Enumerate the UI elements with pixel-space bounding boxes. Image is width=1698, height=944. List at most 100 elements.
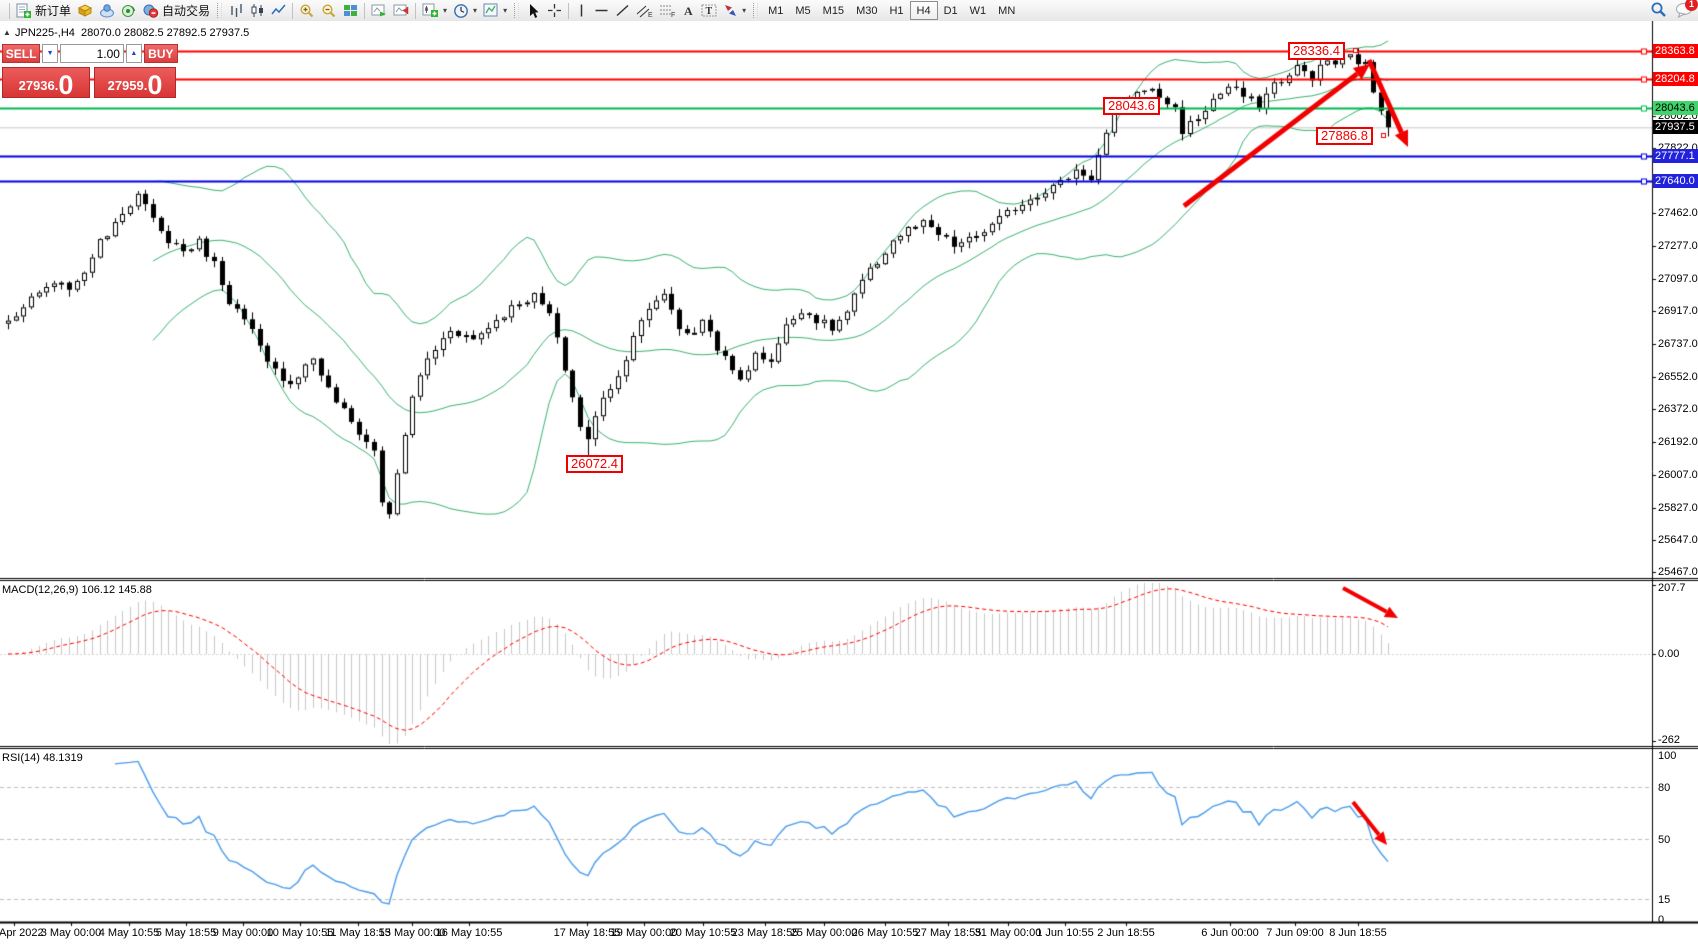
periods-dropdown[interactable]: ▾ xyxy=(450,1,480,20)
svg-text:E: E xyxy=(648,12,653,18)
gold-box-icon xyxy=(77,3,93,18)
timeframe-button-m15[interactable]: M15 xyxy=(822,4,845,17)
chartshift-icon xyxy=(393,3,409,18)
volume-decrease-button[interactable]: ▼ xyxy=(42,44,58,63)
zoom-out-button[interactable] xyxy=(318,1,340,20)
price-chart-canvas[interactable] xyxy=(0,21,1698,944)
buy-price: 27959. xyxy=(107,78,148,93)
time-axis-label: 13 May 00:00 xyxy=(378,927,446,939)
price-axis-tick: 26372.0 xyxy=(1658,403,1698,416)
chevron-down-icon: ▾ xyxy=(742,6,747,15)
new-order-button[interactable]: 新订单 xyxy=(13,1,74,20)
price-level-badge: 28363.8 xyxy=(1653,43,1698,58)
time-axis-label: 8 Jun 18:55 xyxy=(1329,927,1387,939)
price-axis-tick: 26737.0 xyxy=(1658,337,1698,350)
timeframe-button-h4[interactable]: H4 xyxy=(909,1,938,20)
chart-shift-button[interactable] xyxy=(390,1,412,20)
arrows-button[interactable]: ▾ xyxy=(720,1,749,20)
time-axis-label: 5 May 18:55 xyxy=(155,927,217,939)
autotrading-button[interactable]: 自动交易 xyxy=(140,1,213,20)
zoom-in-button[interactable] xyxy=(296,1,318,20)
equidistant-channel-button[interactable]: E xyxy=(633,1,656,20)
timeframe-button-w1[interactable]: W1 xyxy=(969,4,987,17)
text-label-button[interactable]: T xyxy=(698,1,720,20)
gold-ingot-button[interactable] xyxy=(74,1,96,20)
svg-text:A: A xyxy=(684,4,693,18)
time-axis-label: 26 May 10:55 xyxy=(851,927,919,939)
tile-icon xyxy=(343,3,358,18)
cursor-button[interactable] xyxy=(523,1,544,20)
toolbar-grip xyxy=(514,3,520,18)
rsi-axis-tick: 80 xyxy=(1658,782,1671,794)
sell-price-button[interactable]: 27936. 0 xyxy=(2,67,90,99)
price-axis-tick: 27277.0 xyxy=(1658,240,1698,253)
toolbar-grip xyxy=(217,3,223,18)
community-button[interactable] xyxy=(96,1,118,20)
line-chart-button[interactable] xyxy=(268,1,289,20)
toolbar-separator xyxy=(364,2,366,19)
sell-price: 27936. xyxy=(18,78,59,93)
volume-increase-button[interactable]: ▲ xyxy=(125,44,142,63)
price-axis-tick: 27097.0 xyxy=(1658,272,1698,285)
one-click-panel-toggle-icon[interactable]: ▲ xyxy=(3,28,11,37)
chevron-down-icon: ▾ xyxy=(443,6,448,15)
timeframe-button-m5[interactable]: M5 xyxy=(795,4,811,17)
timeframe-button-mn[interactable]: MN xyxy=(998,4,1016,17)
toolbar-separator xyxy=(568,2,570,19)
chart-title: JPN225-,H4 28070.0 28082.5 27892.5 27937… xyxy=(15,27,250,39)
sell-button[interactable]: SELL xyxy=(2,44,41,63)
buy-price-button[interactable]: 27959. 0 xyxy=(94,67,176,99)
fibonacci-button[interactable]: F xyxy=(656,1,679,20)
candlestick-chart-button[interactable] xyxy=(247,1,268,20)
toolbar-items: 新订单 自动交易 ▾ ▾ ▾ E F A T ▾ M1 M5 M15 M30 H1 H4 D1 W1 MN xyxy=(0,1,1021,20)
toolbar-button-label: 自动交易 xyxy=(162,4,211,18)
time-axis-label: 31 May 00:00 xyxy=(974,927,1042,939)
time-axis-label: 27 May 18:55 xyxy=(914,927,982,939)
price-callout[interactable]: 27886.8 xyxy=(1316,127,1373,145)
chart-window: ▲ JPN225-,H4 28070.0 28082.5 27892.5 279… xyxy=(0,21,1698,944)
signals-button[interactable] xyxy=(118,1,140,20)
rsi-value: 48.1319 xyxy=(42,752,83,764)
price-callout[interactable]: 28336.4 xyxy=(1288,42,1345,60)
macd-label: MACD(12,26,9) 106.12 145.88 xyxy=(2,584,152,596)
time-axis-label: 7 Jun 09:00 xyxy=(1266,927,1324,939)
buy-button[interactable]: BUY xyxy=(143,44,179,63)
rsi-label: RSI(14) 48.1319 xyxy=(2,752,83,764)
timeframe-button-m1[interactable]: M1 xyxy=(768,4,784,17)
templates-dropdown[interactable]: ▾ xyxy=(480,1,510,20)
horizontal-line-button[interactable] xyxy=(591,1,612,20)
chart-ohlc-values: 28070.0 28082.5 27892.5 27937.5 xyxy=(81,27,250,39)
price-level-badge: 27640.0 xyxy=(1653,173,1698,188)
hline-icon xyxy=(594,4,609,17)
notifications-button[interactable]: 1 xyxy=(1675,0,1698,23)
main-toolbar: 新订单 自动交易 ▾ ▾ ▾ E F A T ▾ M1 M5 M15 M30 H1 H4 D1 W1 MN 1 xyxy=(0,0,1698,22)
timeframe-button-d1[interactable]: D1 xyxy=(943,4,958,17)
clock-icon xyxy=(453,3,469,19)
crosshair-button[interactable] xyxy=(544,1,565,20)
price-callout[interactable]: 28043.6 xyxy=(1103,97,1160,115)
macd-axis-tick: 0.00 xyxy=(1658,648,1680,660)
vertical-line-button[interactable] xyxy=(572,1,591,20)
timeframe-button-m30[interactable]: M30 xyxy=(856,4,878,17)
template-icon xyxy=(483,3,499,18)
time-axis-label: 25 May 00:00 xyxy=(790,927,858,939)
channel-icon: E xyxy=(636,3,653,18)
crosshair-icon xyxy=(547,3,562,18)
zoom-in-icon xyxy=(299,3,315,19)
fibo-icon: F xyxy=(659,3,676,18)
timeframe-button-h1[interactable]: H1 xyxy=(889,4,904,17)
price-callout[interactable]: 26072.4 xyxy=(566,455,623,473)
auto-scroll-button[interactable] xyxy=(368,1,390,20)
chevron-down-icon: ▾ xyxy=(503,6,508,15)
search-icon[interactable] xyxy=(1650,1,1667,23)
tile-windows-button[interactable] xyxy=(340,1,361,20)
new-chart-dropdown[interactable]: ▾ xyxy=(419,1,450,20)
text-button[interactable]: A xyxy=(679,1,698,20)
time-axis-label: 6 Jun 00:00 xyxy=(1201,927,1259,939)
volume-input[interactable] xyxy=(59,44,124,63)
trendline-button[interactable] xyxy=(612,1,633,20)
rsi-axis-tick: 0 xyxy=(1658,914,1665,926)
price-axis-tick: 25827.0 xyxy=(1658,501,1698,514)
rsi-axis-tick: 15 xyxy=(1658,894,1671,906)
bar-chart-button[interactable] xyxy=(226,1,247,20)
